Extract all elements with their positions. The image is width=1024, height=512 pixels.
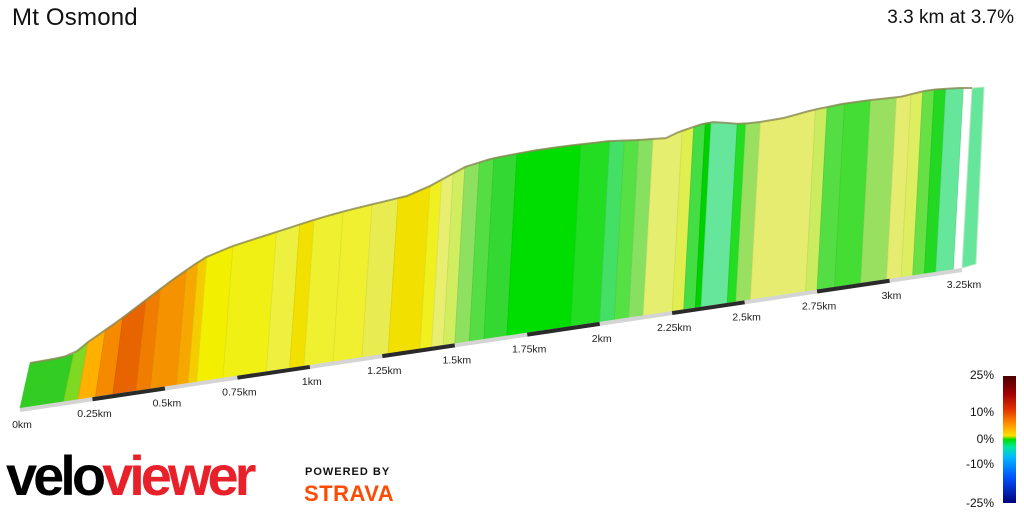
segment-divider: [613, 140, 625, 320]
x-tick-label: 1km: [302, 376, 322, 388]
profile-top-edge: [29, 87, 972, 364]
segment-divider: [442, 173, 454, 346]
segment-divider: [506, 153, 518, 336]
segment-divider: [923, 89, 935, 274]
distance-axis: [19, 268, 963, 412]
axis-stripe: [671, 300, 745, 316]
segment-divider: [735, 123, 747, 302]
x-tick-label: 1.75km: [512, 344, 547, 356]
axis-stripe: [816, 278, 890, 294]
x-tick-label: 0.5km: [153, 398, 182, 410]
segment-divider: [570, 144, 582, 327]
grade-legend-label: -10%: [965, 457, 994, 471]
segment-divider: [749, 121, 761, 300]
segment-stats: 3.3 km at 3.7%: [887, 7, 1014, 28]
segment-divider: [805, 109, 816, 292]
segment-divider-group: [63, 87, 964, 402]
segment-divider: [361, 204, 373, 358]
grade-segment: [506, 143, 582, 336]
logo-velo-text: velo: [6, 444, 106, 507]
segment-divider: [628, 139, 640, 318]
segment-divider: [289, 224, 301, 368]
x-tick-label: 0.25km: [77, 408, 112, 420]
segment-divider: [483, 157, 495, 340]
segment-divider: [222, 245, 234, 378]
x-tick-label: 0km: [12, 419, 32, 431]
segment-divider: [77, 341, 89, 400]
x-tick-label: 1.5km: [443, 354, 472, 366]
segment-divider: [912, 91, 924, 276]
segment-divider: [63, 353, 74, 402]
segment-divider: [94, 329, 106, 397]
x-tick-label: 2km: [592, 333, 612, 345]
segment-divider: [834, 103, 845, 288]
x-tick-label: 3km: [882, 290, 902, 302]
x-tick-label: 3.25km: [947, 279, 982, 291]
segment-divider: [332, 211, 344, 362]
segment-divider: [642, 138, 654, 316]
grade-color-scale: [1003, 376, 1016, 503]
segment-divider: [599, 140, 611, 322]
grade-legend-label: -25%: [965, 496, 994, 510]
profile-end-face: [961, 86, 985, 269]
grade-legend-label: 10%: [969, 405, 994, 419]
segment-divider: [671, 129, 683, 312]
segment-divider: [816, 106, 828, 290]
grade-segment: [750, 109, 816, 300]
x-tick-label: 2.5km: [732, 311, 761, 323]
elevation-profile-chart: 0km 0.25km 0.5km 0.75km 1km 1.25km 1.5km 1.75km…: [12, 86, 985, 431]
x-tick-label: 2.25km: [657, 322, 692, 334]
segment-divider: [387, 198, 399, 354]
axis-stripe: [92, 386, 166, 402]
tick-label-group: 0km 0.25km 0.5km 0.75km 1km 1.25km 1.5km 1.75km…: [12, 279, 981, 431]
segment-divider: [886, 97, 898, 280]
segment-divider: [683, 126, 695, 310]
segment-divider: [700, 122, 712, 307]
segment-divider: [431, 179, 443, 347]
segment-title: Mt Osmond: [12, 4, 138, 31]
grade-legend-label: 25%: [969, 368, 994, 382]
axis-stripe: [382, 343, 456, 359]
x-tick-label: 1.25km: [367, 365, 402, 377]
segment-divider: [149, 288, 161, 389]
axis-track: [19, 268, 963, 412]
segment-divider: [860, 99, 872, 284]
strava-logo: STRAVA: [304, 481, 395, 506]
grade-legend-label: 0%: [976, 432, 994, 446]
segment-divider: [726, 123, 738, 303]
segment-divider: [468, 162, 480, 342]
segment-divider: [694, 122, 706, 308]
segment-divider: [265, 231, 277, 372]
segment-divider: [952, 87, 964, 270]
x-tick-label: 0.75km: [222, 387, 257, 399]
segment-divider: [135, 299, 147, 391]
segment-divider: [176, 269, 187, 385]
profile-fill-group: [19, 86, 985, 409]
segment-divider: [900, 94, 912, 278]
segment-divider: [187, 261, 199, 384]
axis-stripe: [237, 364, 311, 380]
axis-stripe: [526, 321, 600, 337]
segment-divider: [303, 219, 315, 366]
logo-viewer-text: viewer: [102, 444, 256, 507]
segment-divider: [112, 317, 124, 395]
x-tick-label: 2.75km: [802, 301, 837, 313]
segment-divider: [935, 88, 947, 272]
segment-divider: [196, 256, 208, 382]
veloviewer-logo: veloviewer: [6, 448, 256, 504]
segment-divider: [419, 185, 431, 349]
segment-divider: [454, 166, 466, 344]
powered-by-label: POWERED BY: [305, 466, 391, 478]
